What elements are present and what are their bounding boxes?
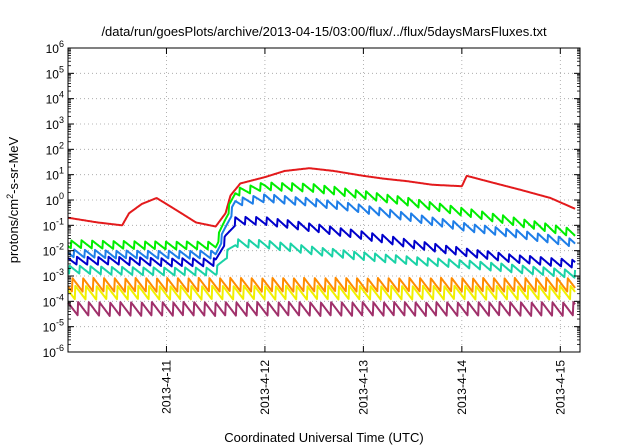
series-line [67,167,576,228]
y-tick-label: 105 [46,64,64,81]
y-tick-label: 103 [46,115,64,132]
y-tick-label: 10-3 [43,267,64,284]
y-axis-title: protons/cm2-s-sr-MeV [5,136,21,263]
x-tick-label: 2013-4-14 [455,360,469,415]
y-tick-label: 104 [46,90,64,107]
y-tick-label: 100 [46,191,64,208]
x-tick-label: 2013-4-15 [553,360,567,415]
gridlines [68,48,580,352]
series-line [67,215,576,269]
y-tick-label: 10-1 [43,216,64,233]
x-tick-label: 2013-4-11 [159,360,173,414]
series-line [67,238,577,279]
series-layer [67,167,577,317]
x-tick-label: 2013-4-13 [356,360,370,415]
x-tick-label: 2013-4-12 [258,360,272,415]
x-axis-title: Coordinated Universal Time (UTC) [224,430,423,445]
ticks-layer: 106 105 104 103 102 101 100 10-1 10-2 10-3 10-4 10-… [43,39,580,415]
y-tick-label: 10-4 [43,292,64,309]
y-tick-label: 102 [46,140,64,157]
series-line [67,181,576,251]
y-tick-label: 10-5 [43,318,64,335]
series-line [67,276,576,293]
series-line [67,284,576,301]
series-line [67,301,576,317]
series-line [67,193,576,260]
y-tick-label: 10-2 [43,242,64,259]
y-tick-label: 101 [46,166,64,183]
chart-title: /data/run/goesPlots/archive/2013-04-15/0… [101,24,547,39]
y-tick-label: 106 [46,39,64,56]
y-tick-label: 10-6 [43,343,64,360]
